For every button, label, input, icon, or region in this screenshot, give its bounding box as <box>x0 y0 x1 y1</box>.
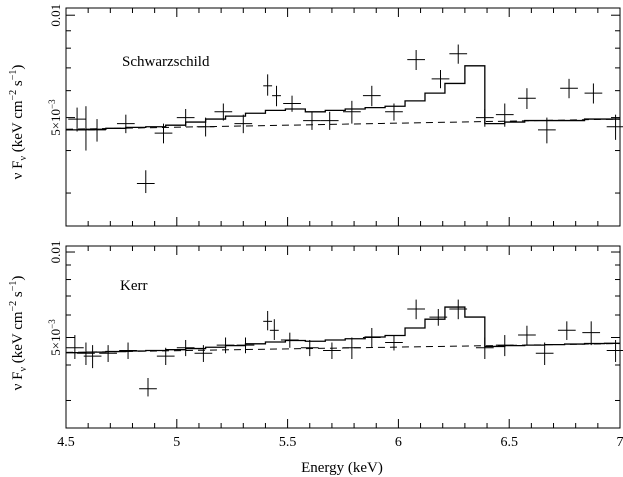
data-point <box>518 88 536 109</box>
data-point <box>429 308 448 326</box>
data-point <box>68 107 86 132</box>
data-point <box>300 339 319 357</box>
data-point <box>99 345 117 362</box>
plot-frame <box>65 7 621 227</box>
data-point <box>216 337 235 354</box>
x-tick-label: 5.5 <box>279 435 297 450</box>
data-point <box>66 335 84 359</box>
data-point <box>495 335 514 357</box>
data-point <box>263 310 273 331</box>
y-axis-label-top: ν Fν (keV cm−2 s−1) <box>8 65 29 180</box>
x-tick-label: 7 <box>617 435 623 450</box>
x-tick-label: 6.5 <box>500 435 518 450</box>
data-point <box>606 114 623 140</box>
x-tick-label: 6 <box>395 435 402 450</box>
plot-frame <box>65 245 621 429</box>
data-point <box>475 337 494 359</box>
data-point <box>263 74 273 96</box>
y-tick-label: 0.01 <box>48 4 63 27</box>
data-point <box>116 114 135 134</box>
data-point <box>77 342 95 366</box>
data-point <box>475 108 494 127</box>
y-tick-label: 5×10−3 <box>47 99 63 136</box>
data-point <box>139 378 157 397</box>
data-point <box>234 114 253 134</box>
line-model-step <box>66 306 620 354</box>
data-point <box>154 123 173 144</box>
data-point <box>272 85 281 107</box>
data-point <box>320 111 339 130</box>
data-point <box>606 339 623 362</box>
panel-kerr: 0.01 5×10−3 Kerr 4.5 5 5.5 6 6.5 7 <box>47 241 623 450</box>
data-point <box>385 335 403 351</box>
data-point <box>88 119 106 142</box>
data-point <box>280 332 299 348</box>
data-point <box>196 117 215 137</box>
x-axis-label: Energy (keV) <box>301 460 383 476</box>
data-point <box>407 299 425 320</box>
data-point <box>557 321 576 340</box>
data-point <box>582 321 601 346</box>
data-point <box>283 95 301 112</box>
data-point <box>214 103 233 121</box>
data-point <box>449 299 468 320</box>
line-model-step <box>66 65 620 131</box>
data-point <box>269 319 279 340</box>
data-point <box>194 345 213 362</box>
data-point <box>385 103 403 121</box>
data-point <box>343 337 361 359</box>
data-point <box>303 111 321 130</box>
data-point <box>323 342 341 359</box>
y-tick-label: 5×10−3 <box>47 319 63 356</box>
data-point <box>136 170 155 194</box>
data-point <box>362 328 381 348</box>
data-point <box>518 325 536 346</box>
data-point <box>431 70 450 89</box>
data-point <box>83 345 102 369</box>
data-point <box>495 103 514 127</box>
x-tick-label: 4.5 <box>57 435 75 450</box>
data-point <box>119 342 137 359</box>
data-point <box>362 85 381 107</box>
x-tick-label: 5 <box>173 435 180 450</box>
data-point <box>584 83 603 104</box>
data-point <box>449 44 468 64</box>
data-point <box>560 78 578 99</box>
panel-annotation: Kerr <box>120 278 147 294</box>
data-point <box>407 50 425 71</box>
data-point <box>535 342 554 366</box>
data-point <box>176 108 195 127</box>
data-point <box>156 347 175 366</box>
data-point <box>538 117 556 144</box>
y-axis-label-bottom: ν Fν (keV cm−2 s−1) <box>8 276 29 391</box>
data-point <box>343 100 361 124</box>
panel-schwarzschild: 0.01 5×10−3 Schwarzschild <box>47 4 623 227</box>
y-tick-label: 0.01 <box>48 241 63 264</box>
panel-annotation: Schwarzschild <box>122 54 210 70</box>
data-point <box>176 339 195 357</box>
data-point <box>236 337 255 354</box>
